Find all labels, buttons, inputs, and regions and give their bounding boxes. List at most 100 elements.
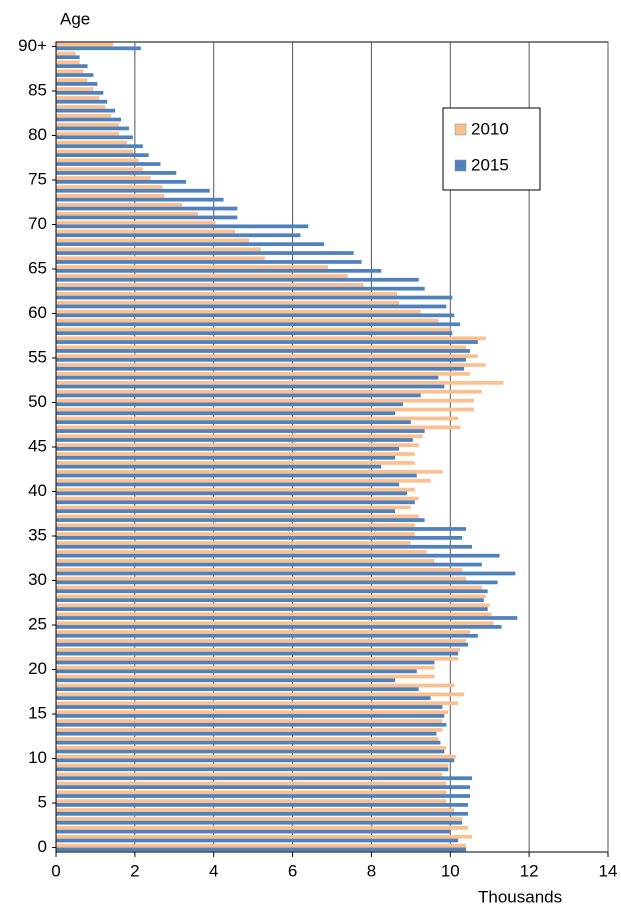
bar bbox=[56, 398, 474, 403]
bar bbox=[56, 785, 470, 789]
bar bbox=[56, 153, 149, 158]
bar bbox=[56, 745, 447, 750]
bar bbox=[56, 455, 396, 460]
bar bbox=[56, 767, 449, 772]
bar bbox=[56, 705, 443, 709]
bar bbox=[56, 51, 76, 56]
bar bbox=[56, 375, 439, 380]
bar bbox=[56, 452, 415, 456]
x-tick-label: 12 bbox=[520, 861, 539, 880]
bar bbox=[56, 363, 486, 367]
bar bbox=[56, 242, 325, 247]
y-tick-label: 65 bbox=[28, 258, 47, 277]
bar bbox=[56, 692, 465, 697]
bar bbox=[56, 340, 478, 344]
bar bbox=[56, 188, 210, 193]
bar bbox=[56, 318, 439, 323]
y-axis-label: Age bbox=[60, 9, 90, 28]
bar bbox=[56, 820, 463, 825]
bar bbox=[56, 256, 265, 261]
bar bbox=[56, 487, 415, 492]
bar bbox=[56, 500, 415, 505]
y-tick-label: 55 bbox=[28, 347, 47, 366]
bar bbox=[56, 505, 411, 510]
y-tick-label: 10 bbox=[28, 748, 47, 767]
bar bbox=[56, 135, 133, 140]
bar bbox=[56, 790, 447, 795]
bar bbox=[56, 514, 419, 519]
bar bbox=[56, 719, 443, 723]
y-tick-label: 75 bbox=[28, 169, 47, 188]
bar bbox=[56, 429, 425, 433]
bar bbox=[56, 345, 467, 350]
bar bbox=[56, 594, 486, 599]
legend-swatch bbox=[454, 123, 467, 136]
bar bbox=[56, 491, 407, 496]
x-tick-label: 14 bbox=[599, 861, 618, 880]
bar bbox=[56, 78, 88, 83]
bar bbox=[56, 562, 482, 567]
bar bbox=[56, 380, 504, 385]
bar bbox=[56, 683, 455, 688]
bar bbox=[56, 714, 445, 718]
bar bbox=[56, 224, 309, 229]
y-tick-label: 15 bbox=[28, 704, 47, 723]
bar bbox=[56, 229, 236, 234]
bar bbox=[56, 665, 435, 670]
bar bbox=[56, 473, 417, 478]
bar bbox=[56, 117, 122, 122]
y-tick-label: 85 bbox=[28, 80, 47, 99]
bar bbox=[56, 260, 362, 264]
bar bbox=[56, 277, 419, 282]
y-tick-label: 80 bbox=[28, 125, 47, 144]
bar bbox=[56, 434, 423, 439]
bar bbox=[56, 322, 461, 327]
bar bbox=[56, 447, 400, 451]
x-tick-label: 10 bbox=[441, 861, 460, 880]
bar bbox=[56, 541, 411, 545]
bar bbox=[56, 167, 143, 172]
y-tick-label: 25 bbox=[28, 615, 47, 634]
bar bbox=[56, 393, 421, 398]
bar bbox=[56, 630, 470, 634]
bar bbox=[56, 300, 400, 305]
bar bbox=[56, 185, 163, 189]
bar bbox=[56, 411, 396, 416]
bar bbox=[56, 603, 490, 608]
bar bbox=[56, 544, 472, 549]
bar bbox=[56, 461, 415, 465]
y-tick-label: 90+ bbox=[18, 36, 47, 55]
legend-swatch bbox=[454, 159, 467, 172]
bar bbox=[56, 122, 120, 127]
bar bbox=[56, 215, 238, 220]
bar bbox=[56, 621, 494, 626]
bar bbox=[56, 811, 469, 816]
bar bbox=[56, 274, 348, 278]
y-tick-label: 5 bbox=[38, 793, 47, 812]
bar bbox=[56, 589, 488, 594]
bar bbox=[56, 834, 472, 839]
bar bbox=[56, 464, 382, 469]
bar bbox=[56, 90, 104, 95]
bar bbox=[56, 69, 84, 74]
bar bbox=[56, 838, 459, 843]
bar bbox=[56, 286, 425, 291]
bar bbox=[56, 781, 447, 786]
bar bbox=[56, 82, 98, 86]
bar bbox=[56, 416, 459, 421]
x-tick-label: 2 bbox=[130, 861, 139, 880]
bar bbox=[56, 639, 467, 643]
bar bbox=[56, 817, 463, 821]
bar bbox=[56, 758, 455, 763]
bar bbox=[56, 108, 116, 113]
bar bbox=[56, 527, 467, 531]
bar bbox=[56, 728, 443, 732]
bar bbox=[56, 309, 421, 314]
bar bbox=[56, 736, 439, 741]
bar bbox=[56, 799, 447, 804]
bar bbox=[56, 553, 500, 558]
bar bbox=[56, 384, 445, 389]
bar bbox=[56, 509, 396, 514]
bar bbox=[56, 576, 467, 581]
